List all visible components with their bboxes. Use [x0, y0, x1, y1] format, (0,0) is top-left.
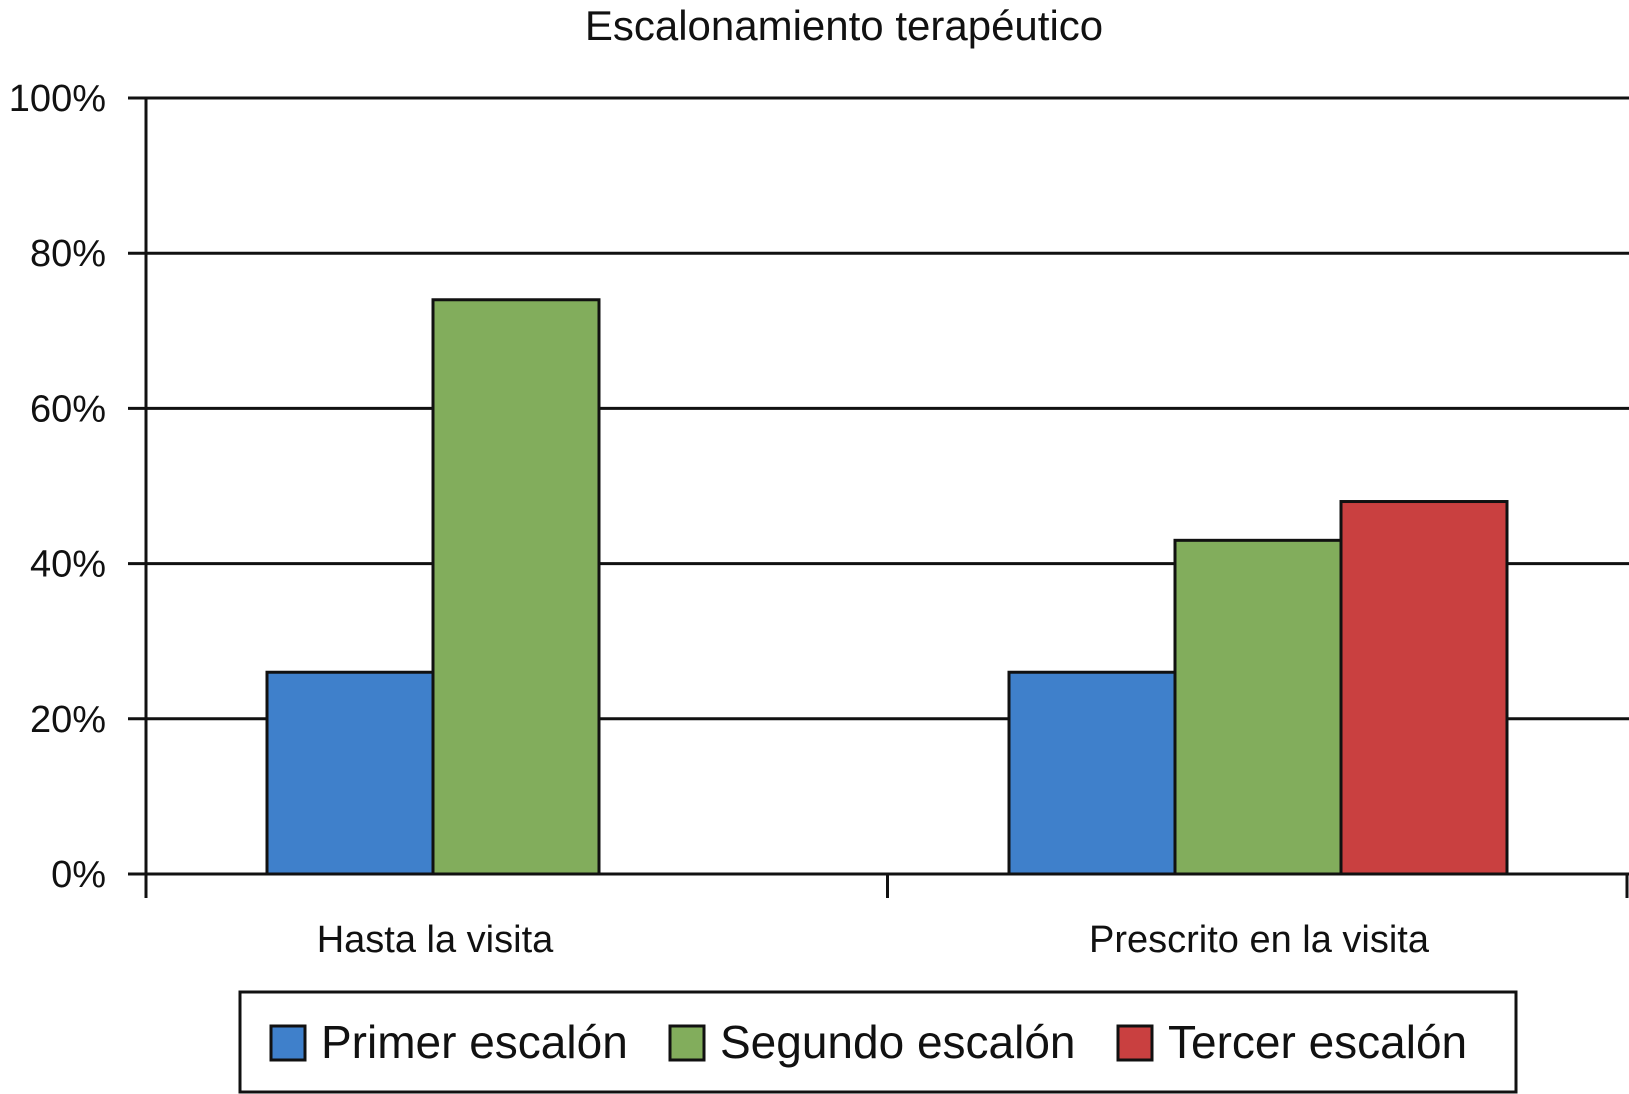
bar — [265, 670, 435, 876]
y-tick-label: 80% — [30, 233, 106, 275]
x-tick-label: Prescrito en la visita — [1089, 919, 1430, 961]
legend-swatch — [1116, 1024, 1154, 1062]
bar — [431, 298, 601, 876]
y-tick-label: 60% — [30, 388, 106, 430]
x-axis-labels: Hasta la visita Prescrito en la visita — [317, 919, 1430, 961]
legend-swatch — [668, 1024, 706, 1062]
legend-label: Primer escalón — [321, 1016, 628, 1068]
y-tick-label: 100% — [9, 78, 106, 120]
bar — [1173, 538, 1343, 876]
legend-box — [238, 990, 1518, 1094]
y-tick-label: 20% — [30, 699, 106, 741]
bar — [1007, 670, 1177, 876]
x-tick-label: Hasta la visita — [317, 919, 554, 961]
y-axis-ticks: 0% 20% 40% 60% 80% 100% — [9, 78, 146, 896]
legend-swatch — [269, 1024, 307, 1062]
legend-label: Segundo escalón — [720, 1016, 1076, 1068]
y-tick-label: 40% — [30, 544, 106, 586]
legend-label: Tercer escalón — [1168, 1016, 1467, 1068]
bars — [265, 298, 1509, 876]
y-tick-label: 0% — [51, 854, 106, 896]
legend: Primer escalón Segundo escalón Tercer esca… — [238, 990, 1518, 1094]
bar — [1339, 500, 1509, 876]
axes — [144, 98, 1629, 898]
chart-title: Escalonamiento terapéutico — [585, 2, 1103, 49]
